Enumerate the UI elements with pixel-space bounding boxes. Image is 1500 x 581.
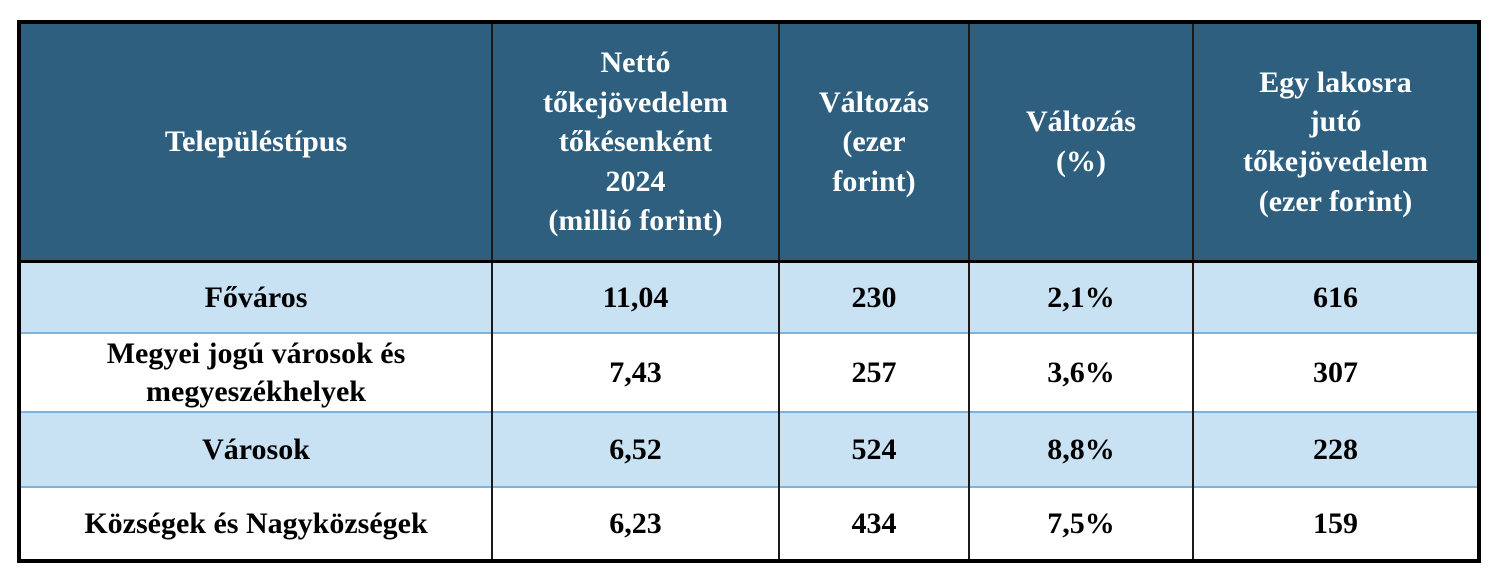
table-cell: 2,1% <box>968 261 1194 333</box>
table-row-fovaros: Főváros 11,04 230 2,1% 616 <box>18 261 1480 333</box>
header-row: Településtípus Nettó tőkejövedelem tőkés… <box>18 22 1480 263</box>
table-row-varosok: Városok 6,52 524 8,8% 228 <box>18 411 1480 487</box>
table-cell: 3,6% <box>968 332 1194 412</box>
row-label: Megyei jogú városok és megyeszékhelyek <box>18 332 493 412</box>
table-cell: 524 <box>778 411 970 487</box>
table-cell: 7,43 <box>491 332 780 412</box>
table-cell: 6,23 <box>491 486 780 561</box>
header-cell-valtozas-szazalek: Változás (%) <box>968 22 1194 263</box>
row-label: Városok <box>18 411 493 487</box>
table-row-kozsegek: Községek és Nagyközségek 6,23 434 7,5% 1… <box>18 486 1480 561</box>
header-cell-netto-tokejovedelem: Nettó tőkejövedelem tőkésenként 2024 (mi… <box>491 22 780 263</box>
table-cell: 159 <box>1192 486 1480 561</box>
table-cell: 307 <box>1192 332 1480 412</box>
table-cell: 228 <box>1192 411 1480 487</box>
table-cell: 434 <box>778 486 970 561</box>
settlement-income-table: Településtípus Nettó tőkejövedelem tőkés… <box>17 20 1481 563</box>
header-cell-egy-lakosra-juto: Egy lakosra jutó tőkejövedelem (ezer for… <box>1192 22 1480 263</box>
table-cell: 8,8% <box>968 411 1194 487</box>
row-label: Községek és Nagyközségek <box>18 486 493 561</box>
table-cell: 7,5% <box>968 486 1194 561</box>
table-cell: 230 <box>778 261 970 333</box>
table-cell: 6,52 <box>491 411 780 487</box>
table-row-megyei-jogu-varosok: Megyei jogú városok és megyeszékhelyek 7… <box>18 332 1480 412</box>
header-cell-telepulestipus: Településtípus <box>18 22 493 263</box>
table-cell: 257 <box>778 332 970 412</box>
row-label: Főváros <box>18 261 493 333</box>
table-cell: 11,04 <box>491 261 780 333</box>
header-cell-valtozas-ezer-forint: Változás (ezer forint) <box>778 22 970 263</box>
table-cell: 616 <box>1192 261 1480 333</box>
